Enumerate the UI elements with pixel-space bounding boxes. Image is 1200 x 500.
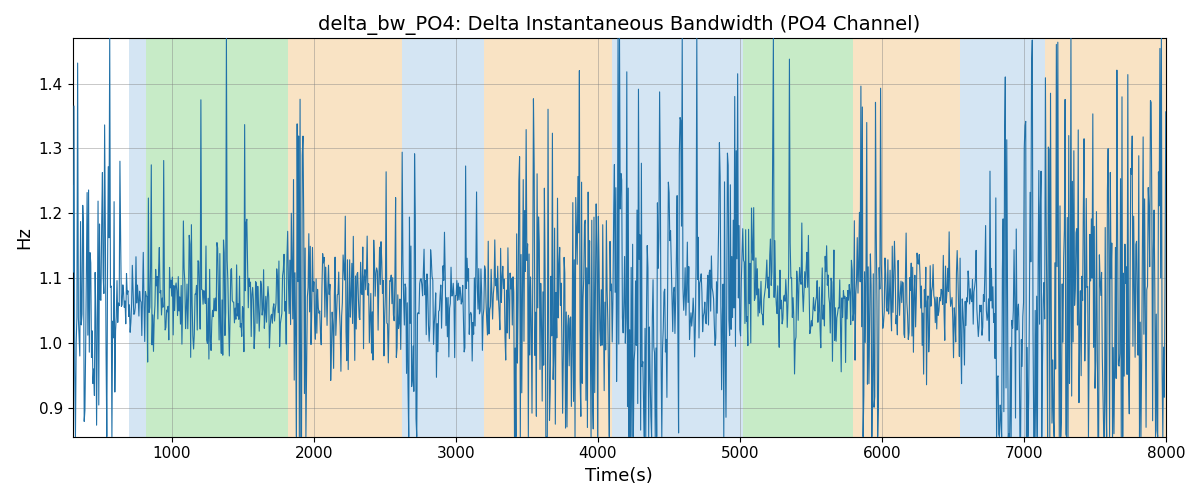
Bar bbox=[853, 38, 960, 436]
Bar bbox=[612, 38, 728, 436]
Bar bbox=[146, 38, 288, 436]
Bar bbox=[288, 38, 402, 436]
Title: delta_bw_PO4: Delta Instantaneous Bandwidth (PO4 Channel): delta_bw_PO4: Delta Instantaneous Bandwi… bbox=[318, 15, 920, 35]
Bar bbox=[728, 38, 743, 436]
Y-axis label: Hz: Hz bbox=[14, 226, 32, 249]
Bar bbox=[485, 38, 612, 436]
X-axis label: Time(s): Time(s) bbox=[586, 467, 653, 485]
Bar bbox=[402, 38, 485, 436]
Bar bbox=[1045, 38, 1165, 436]
Bar bbox=[743, 38, 853, 436]
Bar bbox=[960, 38, 1045, 436]
Bar bbox=[130, 38, 146, 436]
